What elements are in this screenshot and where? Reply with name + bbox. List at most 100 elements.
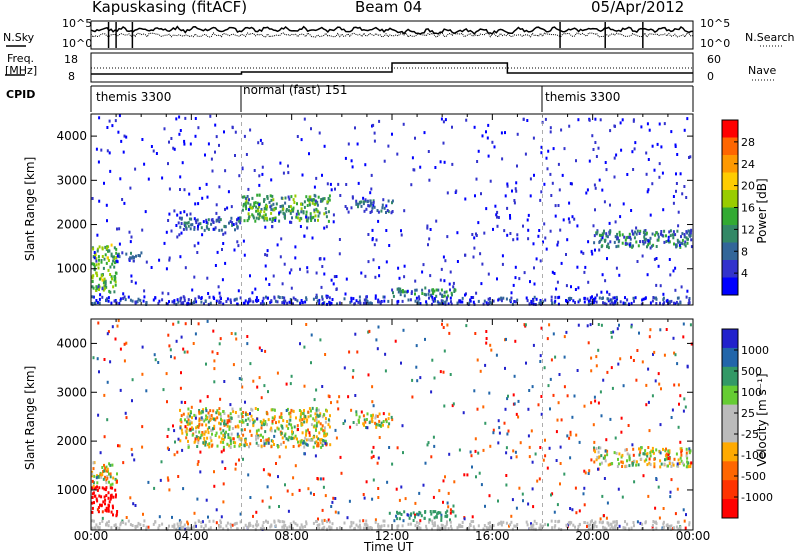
velocity-mark [591, 519, 593, 523]
velocity-mark [505, 446, 508, 450]
power-mark [175, 117, 178, 121]
power-mark [104, 284, 107, 288]
power-mark [119, 297, 122, 301]
velocity-mark [267, 390, 269, 394]
power-mark [97, 160, 100, 164]
velocity-mark [180, 414, 183, 418]
y-tick-label: 3000 [56, 385, 87, 399]
velocity-mark [653, 457, 656, 461]
power-mark [516, 164, 518, 168]
velocity-mark [260, 349, 263, 352]
power-mark [287, 195, 290, 199]
velocity-mark [592, 423, 595, 427]
velocity-mark [103, 463, 105, 467]
power-mark [494, 204, 497, 208]
velocity-mark [685, 465, 688, 469]
velocity-mark [212, 519, 215, 523]
velocity-mark [265, 441, 268, 445]
power-mark [206, 195, 209, 199]
velocity-mark [540, 326, 543, 330]
velocity-mark [616, 521, 618, 525]
power-mark [468, 301, 471, 305]
power-mark [241, 195, 244, 199]
velocity-mark [586, 324, 589, 328]
velocity-mark [365, 519, 368, 523]
velocity-mark [603, 477, 606, 480]
velocity-mark [292, 476, 295, 480]
velocity-mark [105, 523, 108, 527]
velocity-mark [330, 526, 333, 530]
velocity-mark [689, 323, 692, 327]
velocity-mark [346, 516, 349, 520]
velocity-mark [219, 525, 222, 529]
velocity-mark [99, 473, 102, 477]
power-mark [251, 213, 254, 217]
power-mark [411, 156, 414, 160]
power-mark [93, 265, 96, 269]
power-mark [440, 299, 443, 303]
power-mark [514, 300, 517, 304]
velocity-mark [483, 524, 486, 527]
velocity-mark [220, 521, 222, 525]
power-mark [635, 226, 638, 230]
power-mark [369, 301, 372, 305]
velocity-mark [577, 527, 579, 531]
velocity-mark [625, 464, 628, 468]
power-mark [584, 265, 587, 269]
power-mark [633, 236, 636, 240]
power-mark [653, 168, 656, 172]
power-mark [514, 265, 517, 269]
velocity-mark [469, 450, 472, 454]
power-mark [220, 228, 223, 232]
power-mark [101, 274, 104, 278]
velocity-mark [186, 423, 189, 427]
velocity-mark [312, 521, 315, 525]
velocity-mark [304, 525, 307, 528]
power-mark [488, 301, 490, 305]
power-mark [224, 231, 227, 235]
power-mark [329, 302, 331, 306]
velocity-mark [583, 404, 586, 408]
velocity-mark [273, 415, 276, 419]
velocity-mark [179, 523, 182, 527]
velocity-mark [461, 521, 464, 524]
velocity-mark [210, 414, 213, 417]
velocity-mark [385, 418, 387, 422]
velocity-mark [513, 402, 516, 406]
power-mark [551, 181, 554, 185]
power-mark [601, 188, 604, 192]
velocity-mark [574, 525, 576, 529]
power-mark [245, 153, 248, 156]
velocity-mark [296, 424, 299, 428]
power-mark [558, 295, 561, 299]
freq-traces [91, 62, 693, 75]
velocity-mark [530, 524, 533, 528]
velocity-mark [220, 450, 223, 454]
power-mark [211, 169, 214, 173]
power-mark [274, 216, 277, 220]
power-mark [423, 292, 426, 296]
velocity-mark [595, 447, 598, 451]
power-mark [659, 284, 662, 288]
velocity-mark [424, 461, 427, 465]
velocity-mark [648, 429, 651, 433]
power-mark [666, 298, 669, 302]
power-mark [592, 148, 595, 151]
power-mark [451, 162, 454, 166]
velocity-mark [123, 342, 126, 346]
velocity-mark [315, 424, 318, 428]
noise-traces [90, 22, 694, 48]
velocity-mark [485, 525, 488, 529]
power-mark [264, 225, 267, 229]
velocity-mark [378, 436, 381, 439]
velocity-mark [582, 492, 585, 496]
velocity-mark [397, 524, 400, 528]
power-mark [358, 299, 361, 303]
velocity-mark [226, 424, 229, 428]
power-mark [347, 142, 350, 146]
velocity-mark [685, 454, 688, 458]
velocity-mark [465, 324, 468, 328]
power-mark [354, 126, 356, 130]
power-mark [593, 234, 596, 238]
